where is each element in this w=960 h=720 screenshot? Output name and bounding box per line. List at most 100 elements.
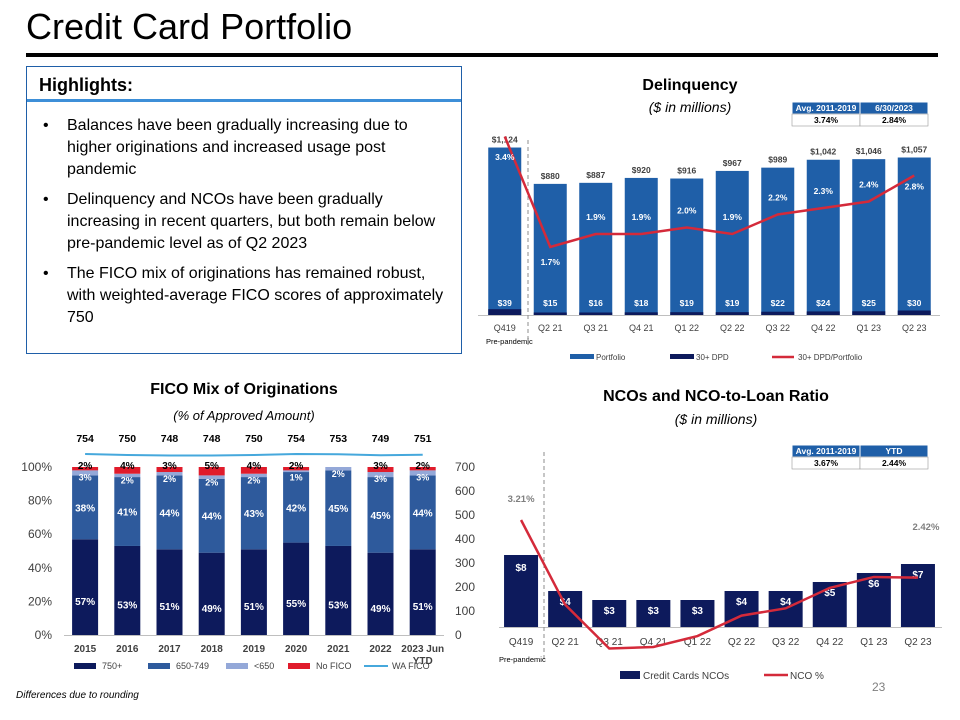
nco-bar	[548, 591, 583, 627]
fico-nofico-label: 5%	[204, 461, 219, 472]
delinquency-dpd-label: $15	[543, 298, 557, 308]
fico-bar-segment	[114, 473, 141, 478]
nco-bar	[680, 600, 715, 627]
highlight-text: Delinquency and NCOs have been gradually…	[67, 191, 436, 252]
delinquency-dpd-bar	[670, 312, 704, 315]
nco-bar-label: $4	[780, 597, 792, 608]
nco-x-tick: Q2 21	[552, 637, 580, 648]
nco-bar-label: $3	[692, 606, 704, 617]
fico-bar-segment	[367, 552, 394, 635]
fico-bar-segment	[198, 552, 225, 635]
delinquency-portfolio-label: $887	[586, 170, 605, 180]
nco-x-tick: Q4 21	[640, 637, 668, 648]
nco-legend-label: Credit Cards NCOs	[643, 671, 729, 682]
fico-bar-segment	[409, 467, 436, 471]
fico-650-label: 44%	[202, 512, 222, 523]
bullet-icon: •	[43, 265, 49, 282]
nco-ratio-label: 3.21%	[508, 494, 535, 505]
delinquency-dpd-bar	[715, 312, 749, 315]
delinquency-portfolio-bar	[579, 182, 613, 315]
nco-table-value-cell	[859, 456, 929, 470]
delinquency-ratio-label: 2.8%	[905, 182, 925, 192]
wa-fico-label: 754	[76, 433, 94, 445]
fico-650-label: 43%	[244, 509, 264, 520]
fico-lt650-label: 3%	[79, 472, 92, 482]
fico-bar-segment	[409, 549, 436, 635]
title-divider	[26, 53, 938, 57]
nco-table-header-text: Avg. 2011-2019	[796, 446, 857, 456]
fico-legend-label: 650-749	[176, 661, 209, 671]
fico-lt650-label: 2%	[247, 476, 260, 486]
fico-bar-segment	[156, 472, 183, 476]
fico-bar-segment	[325, 545, 352, 635]
delinquency-table-header-text: Avg. 2011-2019	[796, 103, 857, 113]
delinquency-ratio-label: 2.4%	[859, 180, 879, 190]
nco-x-tick: Q419	[509, 637, 534, 648]
nco-legend-label: NCO %	[790, 671, 824, 682]
fico-750-label: 55%	[286, 599, 306, 610]
fico-legend-label: <650	[254, 661, 274, 671]
delinquency-ratio-line	[503, 136, 915, 249]
fico-bar-segment	[240, 477, 267, 550]
delinquency-portfolio-bar	[488, 147, 522, 315]
fico-lt650-label: 3%	[374, 474, 387, 484]
highlight-text: Balances have been gradually increasing …	[67, 117, 408, 178]
fico-bar-segment	[325, 470, 352, 546]
nco-legend-swatch	[620, 671, 640, 679]
nco-title: NCOs and NCO-to-Loan Ratio	[603, 388, 829, 405]
fico-legend-swatch	[288, 663, 310, 669]
bullet-icon: •	[43, 117, 49, 134]
fico-750-label: 49%	[202, 604, 222, 615]
fico-bar-segment	[367, 477, 394, 553]
delinquency-dpd-label: $19	[725, 298, 739, 308]
fico-bar-segment	[198, 475, 225, 479]
delinquency-portfolio-bar	[670, 178, 704, 315]
fico-bar-segment	[283, 467, 310, 471]
nco-bar-label: $4	[736, 597, 748, 608]
fico-nofico-label: 4%	[120, 461, 135, 472]
fico-lt650-label: 3%	[416, 472, 429, 482]
fico-bar-segment	[409, 475, 436, 550]
fico-bar-segment	[114, 477, 141, 546]
delinquency-legend-swatch	[570, 354, 594, 359]
highlight-item: • The FICO mix of originations has remain…	[39, 263, 453, 329]
delinquency-x-tick: Q4 22	[811, 323, 836, 333]
delinquency-ratio-label: 2.3%	[814, 186, 834, 196]
delinquency-table-value-text: 3.74%	[814, 115, 839, 125]
delinquency-ratio-label: 2.0%	[677, 206, 697, 216]
fico-bar-segment	[409, 470, 436, 476]
fico-750-label: 51%	[413, 602, 433, 613]
delinquency-ratio-label: 1.9%	[723, 212, 743, 222]
delinquency-portfolio-label: $989	[768, 155, 787, 165]
fico-legend-label: WA FICO	[392, 661, 430, 671]
fico-650-label: 42%	[286, 503, 306, 514]
delinquency-x-tick: Q419	[494, 323, 516, 333]
fico-bar-segment	[114, 545, 141, 635]
nco-ratio-label: 2.42%	[912, 522, 939, 533]
fico-750-label: 57%	[75, 597, 95, 608]
fico-bar-segment	[283, 470, 310, 473]
delinquency-dpd-label: $25	[862, 298, 876, 308]
delinquency-portfolio-label: $1,042	[810, 147, 836, 157]
delinquency-ratio-label: 1.9%	[632, 212, 652, 222]
delinquency-ratio-label: 2.2%	[768, 193, 788, 203]
nco-bar	[900, 564, 935, 627]
delinquency-ratio-label: 1.9%	[586, 212, 606, 222]
fico-bar-segment	[114, 467, 141, 474]
nco-bar-label: $8	[515, 563, 527, 574]
fico-bar-segment	[72, 475, 99, 540]
highlights-divider	[27, 99, 461, 102]
fico-650-label: 41%	[117, 508, 137, 519]
fico-nofico-label: 3%	[373, 461, 388, 472]
fico-750-label: 53%	[328, 600, 348, 611]
fico-bar-segment	[156, 475, 183, 550]
delinquency-dpd-bar	[488, 309, 522, 315]
fico-nofico-label: 4%	[247, 461, 262, 472]
fico-y-tick: 100%	[21, 460, 52, 474]
delinquency-portfolio-bar	[533, 183, 567, 315]
fico-650-label: 44%	[159, 508, 179, 519]
fico-legend-swatch	[74, 663, 96, 669]
delinquency-legend-label: 30+ DPD/Portfolio	[798, 353, 863, 362]
delinquency-x-tick: Q2 23	[902, 323, 927, 333]
